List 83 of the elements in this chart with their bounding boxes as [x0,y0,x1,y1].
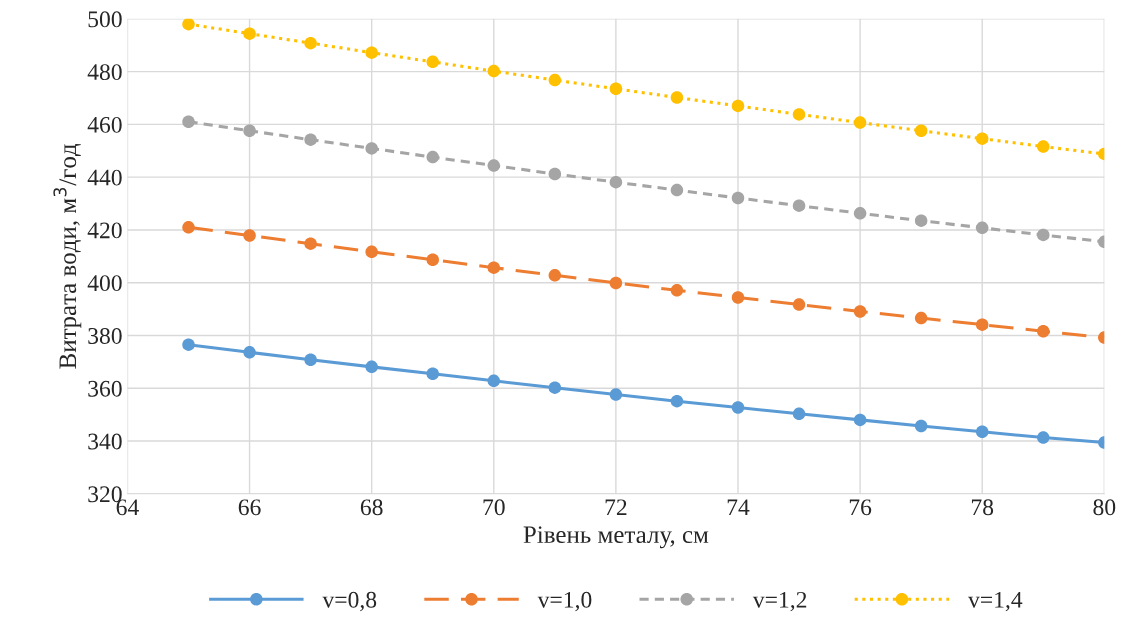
point [487,261,501,274]
point [426,150,439,164]
x-tick-label: 68 [360,499,383,516]
x-axis-title: Рівень металу, см [523,526,709,549]
point [1037,325,1050,338]
point [914,311,928,325]
y-tick-label: 460 [87,116,122,133]
point [914,124,928,137]
point [792,298,806,311]
point [548,269,562,282]
point [975,221,989,235]
point [1037,431,1050,444]
x-tick-label: 78 [971,499,994,516]
point [853,207,867,220]
point [243,346,256,359]
point [548,381,562,394]
x-tick-label: 74 [727,499,750,516]
point [304,36,317,50]
point [304,237,317,250]
point [426,55,439,69]
point [182,18,195,31]
y-tick-label: 340 [88,433,122,450]
point [670,183,684,197]
point [609,388,623,401]
point [365,142,378,155]
point [609,276,623,290]
point [792,407,806,421]
point [548,73,562,87]
point [548,167,562,181]
legend-label: v=1,2 [752,591,807,612]
point [182,115,195,129]
point [426,253,439,266]
point [731,401,745,414]
point [792,199,806,212]
point [670,284,684,297]
point [243,27,256,40]
point [609,82,623,96]
y-tick-label: 480 [87,64,122,81]
point [365,46,378,59]
point [365,360,378,374]
point [914,214,928,227]
point [975,318,989,331]
point [304,353,317,366]
point [609,175,623,189]
point [1037,228,1050,242]
point [731,291,745,304]
point [853,116,867,129]
point [914,419,928,433]
point [182,221,195,234]
y-tick-label: 440 [87,169,122,186]
y-tick-label: 500 [88,11,122,28]
point [1037,140,1050,153]
legend-label: v=1,0 [537,591,592,612]
point [670,394,684,408]
y-tick-label: 380 [88,327,122,344]
point [365,245,378,259]
point [670,91,684,104]
y-axis-title: Витрата води, м$^{3}$/год [53,143,82,369]
point [975,132,989,145]
point [853,413,867,427]
point [243,124,256,137]
y-tick-label: 360 [88,380,122,397]
point [243,229,256,242]
point [975,425,989,439]
point [304,133,317,146]
x-tick-label: 80 [1093,499,1116,516]
y-tick-label: 420 [87,222,122,239]
point [487,159,501,172]
point [487,64,501,78]
point [487,374,501,388]
legend-label: v=0,8 [322,591,377,612]
point [853,305,867,318]
point [182,338,195,351]
point [426,367,439,380]
point [731,99,745,113]
point [731,191,745,205]
point [792,108,806,121]
x-tick-label: 76 [849,499,872,516]
x-tick-label: 66 [238,499,261,516]
y-tick-label: 400 [87,275,122,292]
x-tick-label: 70 [483,499,505,516]
x-tick-label: 72 [605,499,627,516]
legend-label: v=1,4 [968,591,1023,612]
